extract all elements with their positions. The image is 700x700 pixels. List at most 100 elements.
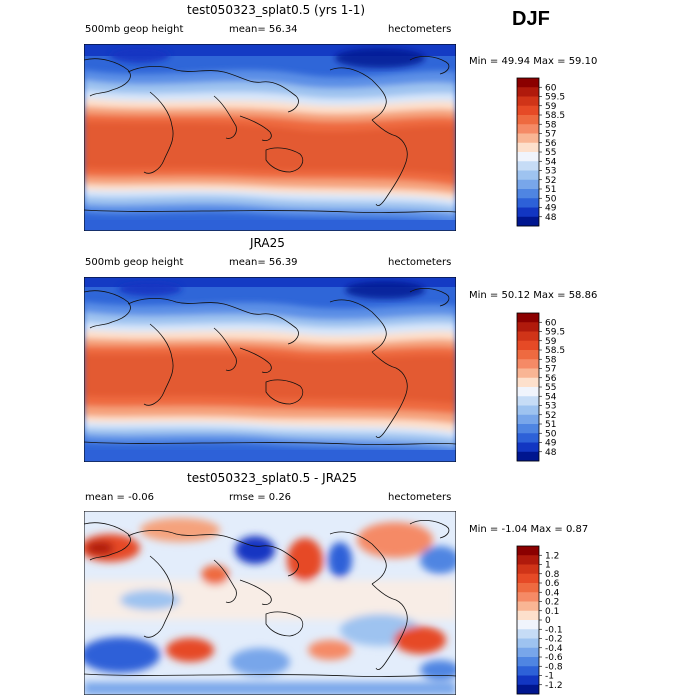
- panel-2-minmax: Min = 50.12 Max = 58.86: [469, 290, 598, 301]
- colorbar-label: 0.6: [545, 579, 560, 589]
- colorbar-label: -0.4: [545, 644, 563, 654]
- panel-3-units-label: hectometers: [388, 492, 452, 503]
- colorbar-swatch: [517, 675, 539, 686]
- colorbar-label: 0.2: [545, 598, 559, 608]
- colorbar-label: 52: [545, 411, 556, 421]
- colorbar-swatch: [517, 340, 539, 351]
- colorbar-label: 53: [545, 167, 556, 177]
- panel-2-title: JRA25: [250, 236, 285, 250]
- colorbar-label: 51: [545, 420, 556, 430]
- colorbar-label: 59.5: [545, 328, 565, 338]
- colorbar-label: 48: [545, 213, 557, 223]
- colorbar-swatch: [517, 377, 539, 388]
- colorbar-swatch: [517, 133, 539, 144]
- colorbar-label: -0.6: [545, 653, 563, 663]
- colorbar-swatch: [517, 322, 539, 332]
- panel-1-mean-label: mean= 56.34: [229, 24, 298, 35]
- panel-3-rmse-label: rmse = 0.26: [229, 492, 292, 503]
- colorbar-swatch: [517, 350, 539, 360]
- colorbar-label: 50: [545, 194, 557, 204]
- colorbar-swatch: [517, 657, 539, 667]
- colorbar-label: 58: [545, 120, 557, 130]
- colorbar-label: -1: [545, 672, 554, 682]
- colorbar-label: 53: [545, 402, 556, 412]
- map-panel-1: [84, 44, 456, 231]
- colorbar-swatch: [517, 216, 539, 227]
- colorbar-label: 54: [545, 157, 557, 167]
- colorbar-swatch: [517, 359, 539, 369]
- panel-2-mean-label: mean= 56.39: [229, 257, 298, 268]
- colorbar-label: -1.2: [545, 681, 563, 691]
- colorbar-label: 0.8: [545, 570, 560, 580]
- colorbar-swatch: [517, 610, 539, 621]
- panel-2-units-label: hectometers: [388, 257, 452, 268]
- colorbar-swatch: [517, 451, 539, 462]
- colorbar-swatch: [517, 629, 539, 639]
- colorbar-swatch: [517, 387, 539, 397]
- colorbar-swatch: [517, 161, 539, 171]
- colorbar-label: -0.2: [545, 635, 563, 645]
- colorbar-label: 48: [545, 448, 557, 458]
- colorbar-swatch: [517, 396, 539, 406]
- colorbar-label: -0.8: [545, 662, 563, 672]
- colorbar-swatch: [517, 573, 539, 584]
- colorbar-label: 55: [545, 383, 556, 393]
- colorbar-label: 51: [545, 185, 556, 195]
- season-label: DJF: [512, 8, 550, 30]
- colorbar-panel-3: 1.210.80.60.40.20.10-0.1-0.2-0.4-0.6-0.8…: [516, 545, 563, 695]
- colorbar-swatch: [517, 78, 539, 88]
- colorbar-swatch: [517, 424, 539, 434]
- colorbar-swatch: [517, 96, 539, 107]
- colorbar-label: 0.4: [545, 588, 560, 598]
- colorbar-swatch: [517, 666, 539, 676]
- colorbar-label: 58.5: [545, 346, 565, 356]
- colorbar-label: 59: [545, 102, 557, 112]
- colorbar-label: 60: [545, 83, 557, 93]
- colorbar-label: 0.1: [545, 607, 559, 617]
- colorbar-swatch: [517, 207, 539, 218]
- colorbar-swatch: [517, 647, 539, 658]
- colorbar-label: 54: [545, 392, 557, 402]
- colorbar-label: 59: [545, 337, 557, 347]
- colorbar-swatch: [517, 684, 539, 695]
- colorbar-label: 57: [545, 130, 556, 140]
- colorbar-swatch: [517, 405, 539, 416]
- colorbar-swatch: [517, 620, 539, 630]
- colorbar-label: 50: [545, 429, 557, 439]
- colorbar-label: 58: [545, 355, 557, 365]
- colorbar-label: 52: [545, 176, 556, 186]
- colorbar-label: 0: [545, 616, 551, 626]
- colorbar-swatch: [517, 142, 539, 153]
- colorbar-label: 1.2: [545, 551, 559, 561]
- colorbar-label: 1: [545, 561, 551, 571]
- colorbar-label: 49: [545, 204, 557, 214]
- map-panel-2: [84, 277, 456, 462]
- map-panel-3: [84, 511, 456, 695]
- colorbar-swatch: [517, 87, 539, 97]
- colorbar-label: 59.5: [545, 93, 565, 103]
- colorbar-swatch: [517, 179, 539, 190]
- colorbar-swatch: [517, 592, 539, 602]
- colorbar-swatch: [517, 564, 539, 575]
- colorbar-swatch: [517, 331, 539, 342]
- panel-3-minmax: Min = -1.04 Max = 0.87: [469, 524, 589, 535]
- colorbar-swatch: [517, 152, 539, 162]
- colorbar-label: 60: [545, 318, 557, 328]
- colorbar-swatch: [517, 546, 539, 556]
- colorbar-swatch: [517, 198, 539, 208]
- colorbar-swatch: [517, 115, 539, 125]
- colorbar-swatch: [517, 189, 539, 199]
- panel-1-title: test050323_splat0.5 (yrs 1-1): [187, 3, 366, 17]
- colorbar-swatch: [517, 601, 539, 612]
- panel-3-title: test050323_splat0.5 - JRA25: [187, 471, 358, 485]
- panel-2-variable-label: 500mb geop height: [85, 257, 184, 268]
- colorbar-swatch: [517, 555, 539, 565]
- colorbar-swatch: [517, 105, 539, 116]
- colorbar-label: 56: [545, 139, 557, 149]
- colorbar-swatch: [517, 442, 539, 453]
- colorbar-label: 57: [545, 365, 556, 375]
- panel-1-variable-label: 500mb geop height: [85, 24, 184, 35]
